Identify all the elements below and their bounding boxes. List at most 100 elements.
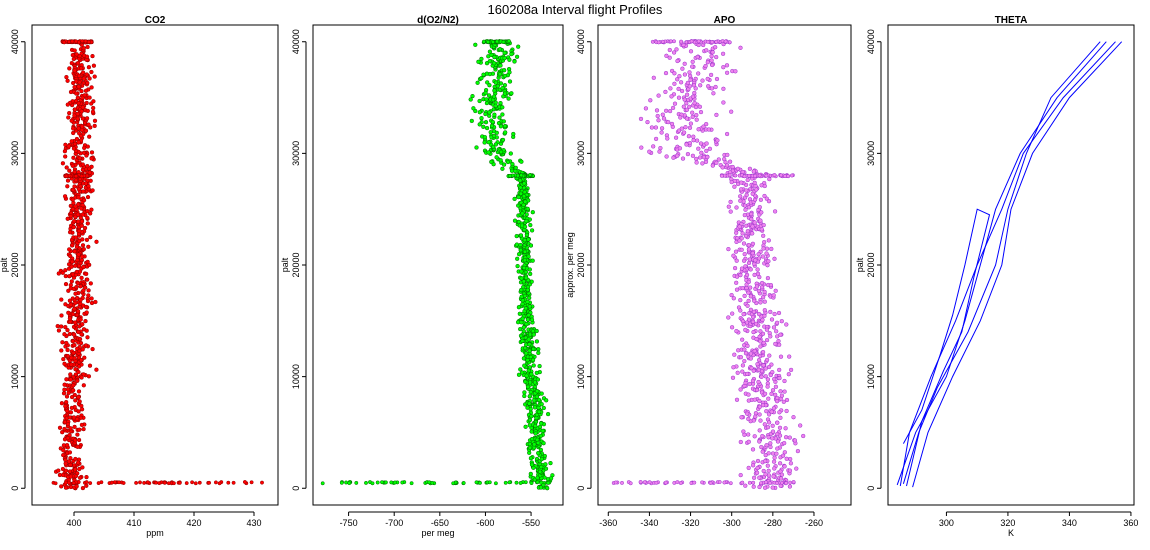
data-point bbox=[521, 279, 526, 284]
data-point bbox=[80, 243, 86, 248]
data-point bbox=[73, 263, 78, 268]
data-point bbox=[745, 177, 750, 183]
data-point bbox=[86, 288, 91, 293]
data-point bbox=[748, 307, 754, 312]
data-point bbox=[687, 73, 693, 79]
data-point bbox=[745, 371, 750, 377]
data-point bbox=[77, 427, 82, 432]
data-point bbox=[68, 456, 73, 461]
data-point bbox=[79, 88, 84, 94]
data-point bbox=[491, 133, 497, 139]
data-point bbox=[669, 121, 675, 127]
data-point bbox=[409, 481, 414, 486]
data-point bbox=[521, 265, 527, 271]
data-point bbox=[723, 39, 728, 44]
data-point bbox=[84, 271, 89, 277]
data-point bbox=[489, 159, 494, 165]
data-point bbox=[521, 202, 526, 208]
data-point bbox=[77, 399, 82, 404]
data-point bbox=[745, 343, 750, 349]
data-point bbox=[77, 348, 82, 354]
data-point bbox=[509, 51, 514, 57]
data-point bbox=[773, 341, 778, 347]
data-point bbox=[83, 88, 89, 93]
y-tick-label: 0 bbox=[866, 486, 876, 491]
data-point bbox=[70, 187, 76, 192]
data-point bbox=[694, 112, 699, 118]
data-point bbox=[76, 195, 81, 200]
data-point bbox=[520, 298, 525, 303]
data-point bbox=[525, 317, 531, 322]
data-point bbox=[524, 232, 530, 238]
data-point bbox=[62, 382, 67, 387]
x-tick-label: 430 bbox=[246, 518, 261, 528]
data-point bbox=[758, 197, 764, 202]
panel-3: APO -360 -340 -320 -300 -280 -260 0 10000 20000 30… bbox=[565, 15, 852, 528]
data-point bbox=[777, 461, 783, 466]
data-point bbox=[698, 109, 704, 115]
data-point bbox=[760, 254, 765, 259]
data-point bbox=[705, 60, 710, 65]
data-point bbox=[674, 47, 679, 52]
data-point bbox=[80, 212, 85, 217]
data-point bbox=[534, 394, 540, 399]
data-point bbox=[476, 59, 481, 64]
data-point bbox=[773, 288, 778, 293]
data-point bbox=[79, 219, 85, 224]
data-point bbox=[516, 44, 521, 49]
data-point bbox=[675, 480, 680, 485]
data-point bbox=[755, 465, 760, 471]
data-point bbox=[67, 39, 71, 44]
data-point bbox=[791, 415, 796, 420]
data-point bbox=[85, 44, 90, 50]
data-point bbox=[672, 81, 677, 86]
data-point bbox=[519, 269, 524, 274]
data-point bbox=[469, 118, 474, 124]
data-point bbox=[76, 84, 81, 89]
data-point bbox=[68, 302, 73, 307]
data-point bbox=[754, 187, 759, 192]
data-point bbox=[739, 266, 745, 271]
data-point bbox=[519, 287, 524, 293]
data-point bbox=[757, 398, 762, 404]
data-point bbox=[69, 394, 75, 400]
data-point bbox=[471, 106, 476, 111]
data-point bbox=[73, 473, 79, 479]
y-tick-label: 40000 bbox=[866, 29, 876, 54]
data-point bbox=[784, 456, 789, 461]
data-point bbox=[184, 481, 189, 486]
data-point bbox=[738, 198, 743, 203]
data-point bbox=[67, 247, 72, 252]
data-point bbox=[72, 342, 77, 348]
data-point bbox=[771, 474, 776, 479]
data-point bbox=[81, 76, 87, 81]
data-point bbox=[705, 76, 710, 82]
data-point bbox=[787, 484, 793, 489]
data-point bbox=[528, 407, 533, 412]
data-point bbox=[760, 317, 765, 322]
data-point bbox=[782, 378, 787, 384]
data-point bbox=[524, 218, 529, 224]
data-point bbox=[759, 210, 764, 215]
data-point bbox=[96, 481, 101, 486]
data-point bbox=[79, 109, 84, 114]
data-point bbox=[756, 311, 762, 317]
data-point bbox=[190, 480, 195, 485]
data-point bbox=[82, 225, 88, 231]
data-point bbox=[87, 363, 93, 368]
data-point bbox=[782, 389, 787, 394]
data-point bbox=[516, 305, 522, 310]
data-point bbox=[767, 353, 772, 358]
data-point bbox=[516, 252, 522, 257]
data-point bbox=[684, 107, 690, 112]
data-point bbox=[734, 397, 740, 402]
data-point bbox=[775, 420, 780, 425]
data-point bbox=[88, 281, 93, 286]
data-point bbox=[67, 168, 72, 173]
data-point bbox=[483, 90, 488, 96]
data-point bbox=[778, 332, 783, 337]
data-point bbox=[60, 472, 66, 478]
data-point bbox=[726, 246, 731, 252]
plot-frame bbox=[31, 24, 279, 506]
data-point bbox=[72, 68, 77, 73]
